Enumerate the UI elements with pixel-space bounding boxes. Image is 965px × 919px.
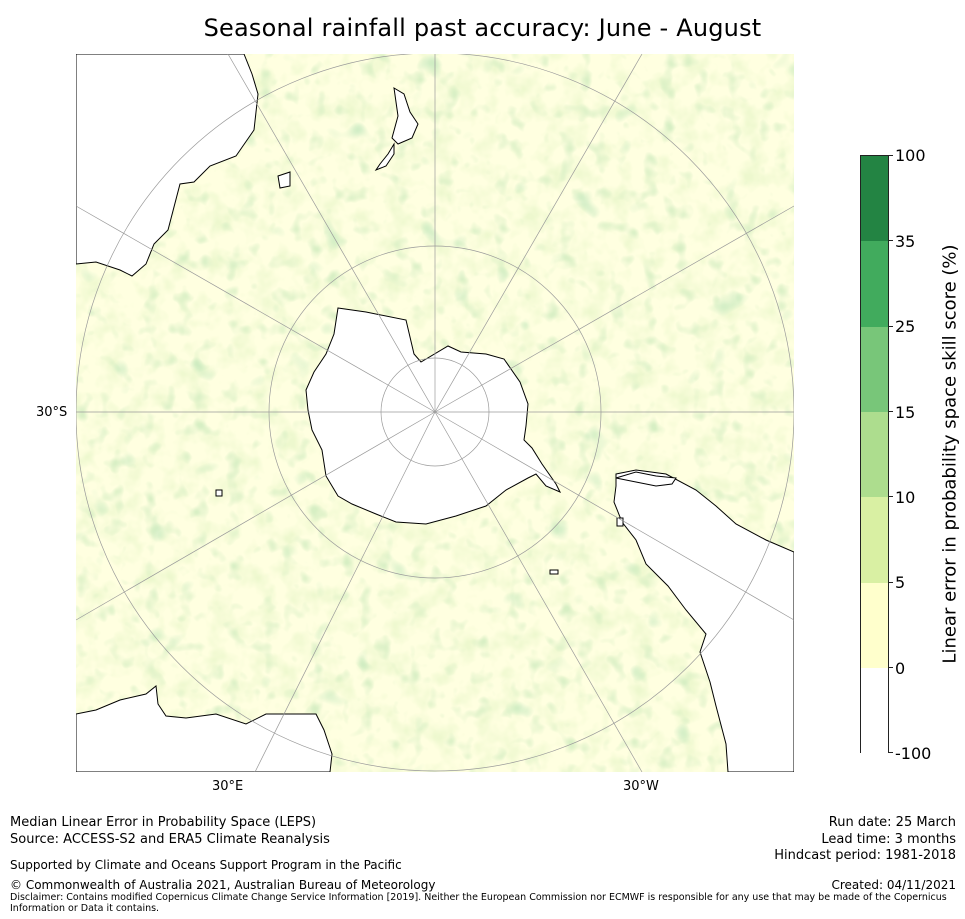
colorbar-tick-label: -100 <box>895 744 932 763</box>
africa-land <box>76 685 333 772</box>
graticule <box>76 54 794 772</box>
island-3 <box>616 517 624 527</box>
colorbar-tick-label: 15 <box>895 403 916 422</box>
meridian-60w <box>434 411 794 621</box>
australia-land <box>76 54 259 277</box>
tasmania-land <box>277 171 291 189</box>
colorbar-bin-5-10 <box>861 497 888 583</box>
colorbar-tickmark <box>889 496 893 497</box>
south-america-land <box>613 469 794 772</box>
new-zealand-land <box>391 87 419 145</box>
meridian-150w <box>434 54 643 413</box>
colorbar-bin-35-100 <box>861 156 888 241</box>
colorbar-tickmark <box>889 752 893 753</box>
lon-label-30w: 30°W <box>623 779 659 794</box>
colorbar-bin-15-25 <box>861 327 888 412</box>
footer-copyright: © Commonwealth of Australia 2021, Austra… <box>10 878 436 892</box>
meridian-120w <box>434 205 794 413</box>
colorbar-tick-label: 100 <box>895 146 926 165</box>
lat-circle-30 <box>76 54 794 772</box>
new-zealand-south <box>374 142 395 172</box>
island-2 <box>549 569 559 575</box>
colorbar-tick-label: 35 <box>895 232 916 251</box>
meridian-30w <box>434 411 643 772</box>
colorbar <box>860 155 889 754</box>
colorbar-tick-label: 0 <box>895 659 906 678</box>
meridian-120e <box>76 205 436 413</box>
footer-disclaimer: Disclaimer: Contains modified Copernicus… <box>10 892 947 903</box>
polar-skill-map <box>76 54 794 772</box>
lon-label-30e: 30°E <box>212 779 244 794</box>
footer-run-date: Run date: 25 March <box>828 815 956 830</box>
island-1 <box>215 489 223 497</box>
falkland-islands <box>615 471 677 487</box>
colorbar-tickmark <box>889 155 893 156</box>
footer-disclaimer-cont: Information or Data it contains. <box>10 903 160 914</box>
colorbar-bin-25-35 <box>861 241 888 327</box>
colorbar-tick-label: 5 <box>895 573 906 592</box>
colorbar-label: Linear error in probability space skill … <box>939 244 961 664</box>
meridian-60e <box>76 411 436 621</box>
colorbar-bin-10-15 <box>861 412 888 497</box>
footer-supported: Supported by Climate and Oceans Support … <box>10 858 402 872</box>
colorbar-tickmark <box>889 240 893 241</box>
meridian-30e <box>254 411 436 772</box>
lat-label-30s: 30°S <box>36 405 68 420</box>
footer-lead-time: Lead time: 3 months <box>821 832 956 847</box>
colorbar-tick-label: 10 <box>895 488 916 507</box>
footer-hindcast: Hindcast period: 1981-2018 <box>774 848 956 863</box>
colorbar-bin-neg100-0 <box>861 668 888 754</box>
footer-source: Source: ACCESS-S2 and ERA5 Climate Reana… <box>10 832 330 847</box>
footer-created: Created: 04/11/2021 <box>831 878 956 892</box>
colorbar-tickmark <box>889 411 893 412</box>
map-title: Seasonal rainfall past accuracy: June - … <box>203 14 762 42</box>
colorbar-tick-label: 25 <box>895 317 916 336</box>
colorbar-tickmark <box>889 667 893 668</box>
footer-method: Median Linear Error in Probability Space… <box>10 815 317 830</box>
colorbar-tickmark <box>889 582 893 583</box>
colorbar-tickmark <box>889 326 893 327</box>
meridian-150e <box>227 54 436 413</box>
colorbar-bin-0-5 <box>861 583 888 668</box>
land-masses <box>76 54 794 772</box>
